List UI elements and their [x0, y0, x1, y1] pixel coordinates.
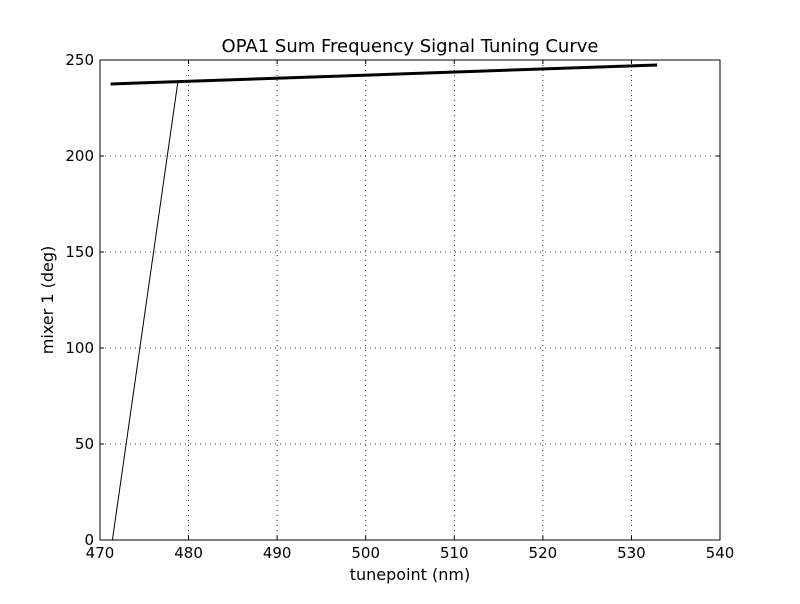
chart-title: OPA1 Sum Frequency Signal Tuning Curve: [222, 36, 599, 57]
series-layer: [110, 63, 658, 541]
x-tick-label: 530: [617, 544, 646, 562]
x-tick-label: 520: [529, 544, 558, 562]
x-tick-label: 470: [86, 544, 115, 562]
x-tick-label: 490: [263, 544, 292, 562]
plot-area: [100, 60, 720, 540]
grid-layer: [100, 60, 720, 540]
y-axis-label: mixer 1 (deg): [38, 246, 57, 354]
y-tick-label: 0: [84, 531, 94, 549]
y-tick-label: 150: [65, 243, 94, 261]
x-tick-label: 540: [706, 544, 735, 562]
y-tick-label: 200: [65, 147, 94, 165]
x-tick-label: 510: [440, 544, 469, 562]
plot-frame: [99, 59, 721, 541]
x-tick-label: 480: [174, 544, 203, 562]
y-tick-label: 50: [75, 435, 94, 453]
tick-layer: 470 480 490 500 510 520 530 540 0 50 100 150 200 250: [65, 51, 734, 562]
x-tick-label: 500: [351, 544, 380, 562]
series-line-thin: [111, 81, 179, 541]
y-tick-label: 100: [65, 339, 94, 357]
x-axis-label: tunepoint (nm): [350, 565, 471, 584]
series-line-thick: [110, 63, 658, 86]
y-tick-label: 250: [65, 51, 94, 69]
